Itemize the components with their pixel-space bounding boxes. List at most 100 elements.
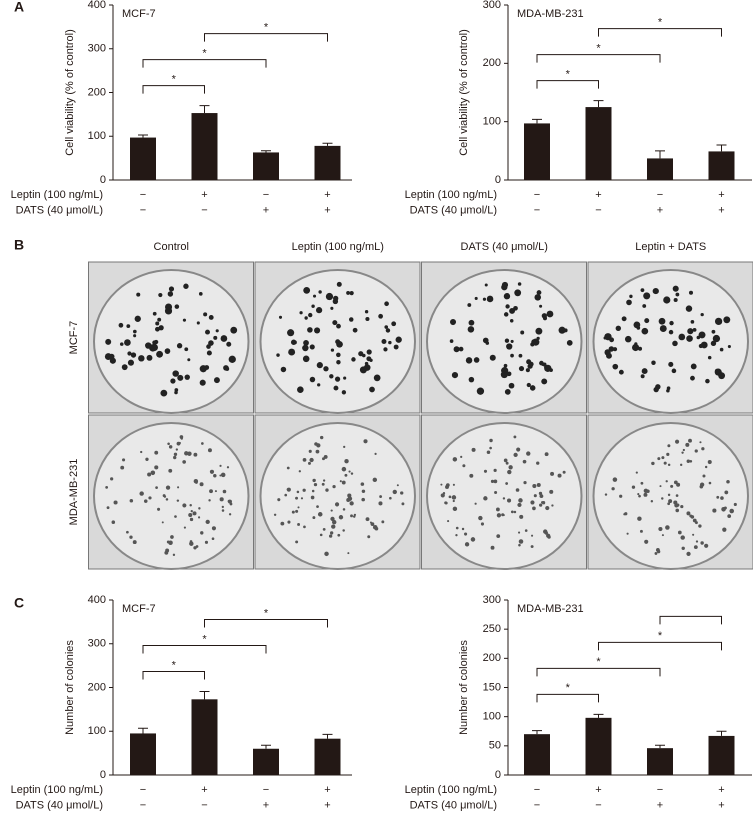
colony: [317, 383, 321, 387]
y-axis-label: Number of colonies: [64, 640, 76, 735]
colony: [604, 493, 608, 496]
colony: [470, 537, 476, 542]
y-tick-label: 300: [483, 0, 501, 11]
colony: [287, 329, 295, 337]
condition-mark: +: [263, 799, 269, 811]
colony: [680, 504, 684, 509]
colony: [286, 488, 290, 491]
condition-mark: −: [140, 799, 146, 811]
significance-bracket: [598, 641, 722, 651]
colony: [629, 294, 633, 299]
colony: [317, 512, 323, 517]
colony: [205, 329, 210, 335]
condition-mark: +: [718, 204, 724, 216]
colony: [184, 347, 189, 352]
colony: [663, 461, 667, 465]
bar: [524, 123, 550, 180]
colony: [295, 496, 299, 500]
significance-label: *: [566, 69, 571, 81]
colony: [166, 540, 170, 544]
colony: [518, 366, 525, 372]
colony: [536, 482, 541, 487]
colony: [440, 483, 443, 486]
colony: [640, 481, 644, 485]
significance-label: *: [264, 607, 269, 619]
colony: [206, 350, 212, 356]
colony: [704, 543, 709, 548]
colony: [158, 292, 163, 298]
chart-title: MCF-7: [122, 8, 156, 20]
colony: [500, 371, 508, 379]
colony: [152, 340, 157, 345]
colony: [687, 328, 694, 335]
colony: [184, 451, 189, 456]
colony: [518, 543, 521, 547]
colony: [532, 338, 540, 346]
colony: [503, 458, 508, 463]
colony: [651, 461, 655, 466]
colony: [304, 316, 308, 320]
colony: [195, 481, 198, 484]
colony: [155, 326, 160, 332]
significance-bracket: [142, 59, 267, 68]
bar: [708, 151, 735, 180]
colony: [145, 457, 149, 461]
colony: [341, 466, 347, 472]
colony: [337, 533, 341, 537]
colony: [733, 502, 737, 507]
colony: [467, 303, 472, 307]
colony: [535, 327, 543, 335]
y-tick-label: 300: [88, 638, 106, 650]
colony: [496, 534, 501, 539]
colony: [215, 329, 219, 333]
condition-mark: −: [201, 799, 207, 811]
colony: [226, 466, 230, 469]
colony: [558, 326, 566, 334]
colony: [518, 353, 523, 358]
colony: [303, 286, 311, 294]
colony: [451, 372, 459, 379]
colony: [486, 450, 491, 455]
colony: [517, 531, 521, 534]
colony: [615, 325, 622, 332]
colony: [331, 524, 336, 529]
colony: [313, 294, 317, 298]
colony: [364, 310, 369, 314]
colony: [452, 506, 458, 512]
error-bar: [593, 100, 604, 108]
colony: [129, 535, 133, 539]
colony: [723, 316, 731, 324]
colony: [639, 529, 643, 533]
colony: [174, 390, 178, 395]
colony: [280, 521, 285, 526]
colony: [314, 327, 321, 334]
colony: [330, 516, 335, 522]
colony: [638, 346, 643, 351]
colony: [346, 290, 351, 295]
colony: [536, 290, 542, 295]
colony: [686, 551, 691, 557]
y-tick-label: 400: [88, 0, 106, 11]
condition-mark: −: [595, 204, 601, 216]
colony: [510, 353, 514, 358]
error-bar: [261, 150, 271, 153]
colony: [611, 487, 615, 491]
colony: [163, 495, 167, 498]
chart-title: MDA-MB-231: [517, 603, 584, 615]
colony: [284, 493, 288, 497]
condition-mark: +: [718, 784, 724, 796]
colony: [504, 388, 511, 395]
colony: [164, 550, 169, 555]
colony: [503, 363, 508, 368]
colony: [336, 281, 342, 287]
colony: [723, 506, 727, 510]
colony: [341, 480, 346, 485]
colony: [299, 311, 303, 315]
significance-bracket: [204, 33, 328, 42]
colony: [396, 484, 399, 487]
colony: [310, 495, 315, 500]
colony: [342, 508, 346, 511]
colony: [168, 445, 173, 449]
colony: [667, 502, 671, 506]
colony: [493, 468, 497, 472]
